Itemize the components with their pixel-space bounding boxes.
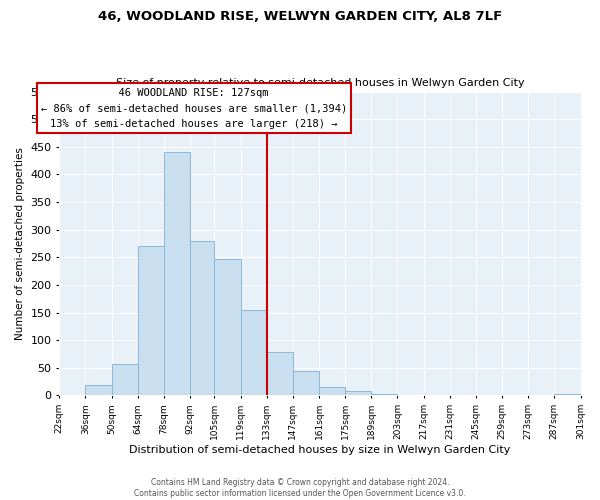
Bar — [85, 386, 112, 396]
Bar — [319, 387, 345, 396]
Text: 46, WOODLAND RISE, WELWYN GARDEN CITY, AL8 7LF: 46, WOODLAND RISE, WELWYN GARDEN CITY, A… — [98, 10, 502, 23]
Bar — [266, 352, 293, 396]
Bar — [293, 370, 319, 396]
Bar — [554, 394, 581, 396]
Bar — [345, 391, 371, 396]
Bar — [112, 364, 138, 396]
Bar — [138, 246, 164, 396]
Bar — [241, 310, 266, 396]
Y-axis label: Number of semi-detached properties: Number of semi-detached properties — [15, 147, 25, 340]
X-axis label: Distribution of semi-detached houses by size in Welwyn Garden City: Distribution of semi-detached houses by … — [129, 445, 511, 455]
Bar — [164, 152, 190, 396]
Text: 46 WOODLAND RISE: 127sqm  
← 86% of semi-detached houses are smaller (1,394)
13%: 46 WOODLAND RISE: 127sqm ← 86% of semi-d… — [41, 88, 347, 128]
Bar — [190, 240, 214, 396]
Bar — [214, 259, 241, 396]
Bar — [371, 394, 397, 396]
Title: Size of property relative to semi-detached houses in Welwyn Garden City: Size of property relative to semi-detach… — [116, 78, 524, 88]
Text: Contains HM Land Registry data © Crown copyright and database right 2024.
Contai: Contains HM Land Registry data © Crown c… — [134, 478, 466, 498]
